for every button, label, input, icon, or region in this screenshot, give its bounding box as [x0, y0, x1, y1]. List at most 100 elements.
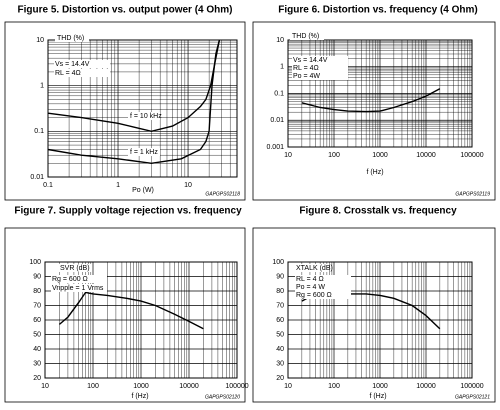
x-tick-label: 10	[284, 152, 292, 159]
y-tick-label: 80	[33, 288, 41, 295]
y-tick-label: 70	[33, 302, 41, 309]
x-tick-label: 100000	[225, 383, 248, 390]
y-tick-label: 0.1	[274, 90, 284, 97]
label-bg	[292, 72, 348, 80]
curve	[301, 293, 441, 330]
x-tick-label: 100000	[460, 383, 483, 390]
y-tick-label: 10	[276, 37, 284, 44]
annotation: RL = 4 Ω	[296, 276, 324, 283]
chart-title: Figure 7. Supply voltage rejection vs. f…	[14, 206, 242, 217]
plot-frame	[44, 261, 238, 379]
y-axis-label: THD (%)	[57, 35, 84, 42]
x-tick-label: 10000	[179, 383, 199, 390]
x-tick-label: 100	[328, 152, 340, 159]
x-tick-label: 100	[87, 383, 99, 390]
plot-frame	[287, 39, 473, 148]
x-tick-label: 1000	[372, 152, 388, 159]
y-tick-label: 50	[276, 331, 284, 338]
label-bg	[295, 291, 351, 299]
panel-frame	[252, 21, 496, 201]
annotation: Vs = 14.4V	[293, 57, 328, 64]
annotation: Vs = 14.4V	[55, 61, 90, 68]
y-tick-label: 60	[33, 317, 41, 324]
curve-label: f = 1 kHz	[130, 149, 158, 156]
figure-code: GAPGPS02120	[205, 394, 240, 400]
y-tick-label: 0.001	[266, 144, 284, 151]
figure-code: GAPGPS02118	[205, 191, 240, 197]
annotation: RL = 4Ω	[293, 65, 319, 72]
annotation: Po = 4 W	[296, 284, 325, 291]
label-bg	[294, 264, 328, 272]
chart-title: Figure 5. Distortion vs. output power (4…	[17, 5, 232, 16]
x-axis-label: f (Hz)	[366, 169, 383, 176]
x-tick-label: 100	[328, 383, 340, 390]
annotation: Po = 4W	[293, 73, 320, 80]
label-bg	[58, 264, 92, 272]
annotation: Rg = 600 Ω	[296, 292, 332, 299]
y-tick-label: 20	[276, 375, 284, 382]
panel-frame	[4, 21, 246, 201]
y-tick-label: 20	[33, 375, 41, 382]
x-tick-label: 10	[184, 182, 192, 189]
annotation: Rg = 600 Ω	[52, 276, 88, 283]
label-bg	[295, 283, 351, 291]
x-tick-label: 1000	[372, 383, 388, 390]
y-tick-label: 40	[33, 346, 41, 353]
x-tick-label: 100000	[460, 152, 483, 159]
y-tick-label: 30	[33, 360, 41, 367]
label-bg	[51, 275, 107, 283]
figure-code: GAPGPS02119	[455, 191, 490, 197]
curve	[58, 291, 204, 330]
y-tick-label: 1	[280, 64, 284, 71]
chart-title: Figure 6. Distortion vs. frequency (4 Oh…	[278, 5, 477, 16]
x-tick-label: 10000	[416, 383, 436, 390]
x-axis-label: f (Hz)	[131, 393, 148, 400]
label-bg	[54, 60, 110, 68]
y-axis-label: THD (%)	[292, 33, 319, 40]
panel-frame	[4, 227, 246, 403]
chart-title: Figure 8. Crosstalk vs. frequency	[299, 206, 457, 217]
label-bg	[128, 112, 160, 120]
label-bg	[128, 148, 160, 156]
y-tick-label: 0.01	[270, 117, 284, 124]
x-tick-label: 10	[284, 383, 292, 390]
figure-code: GAPGPS02121	[455, 394, 490, 400]
y-axis-label: SVR (dB)	[60, 265, 90, 272]
curve	[301, 88, 441, 113]
label-bg	[51, 284, 107, 292]
y-tick-label: 60	[276, 317, 284, 324]
label-bg	[55, 34, 89, 42]
panel-frame	[252, 227, 496, 403]
y-tick-label: 10	[36, 37, 44, 44]
label-bg	[290, 32, 324, 40]
y-tick-label: 0.1	[34, 128, 44, 135]
y-tick-label: 80	[276, 288, 284, 295]
x-tick-label: 1000	[133, 383, 149, 390]
x-tick-label: 1	[116, 182, 120, 189]
y-tick-label: 40	[276, 346, 284, 353]
label-bg	[292, 64, 348, 72]
x-tick-label: 0.1	[43, 182, 53, 189]
curve	[47, 39, 221, 165]
y-tick-label: 1	[40, 83, 44, 90]
curve	[47, 39, 221, 133]
annotation: Vripple = 1 Vrms	[52, 285, 104, 292]
x-axis-label: Po (W)	[132, 187, 154, 194]
plot-frame	[287, 261, 473, 379]
y-tick-label: 100	[272, 259, 284, 266]
label-bg	[54, 69, 110, 77]
y-tick-label: 50	[33, 331, 41, 338]
label-bg	[292, 56, 348, 64]
y-tick-label: 100	[29, 259, 41, 266]
plot-frame	[47, 39, 238, 178]
y-tick-label: 30	[276, 360, 284, 367]
x-axis-label: f (Hz)	[369, 393, 386, 400]
y-tick-label: 70	[276, 302, 284, 309]
y-axis-label: XTALK (dB)	[296, 265, 333, 272]
y-tick-label: 90	[276, 273, 284, 280]
x-tick-label: 10000	[416, 152, 436, 159]
label-bg	[295, 275, 351, 283]
y-tick-label: 90	[33, 273, 41, 280]
